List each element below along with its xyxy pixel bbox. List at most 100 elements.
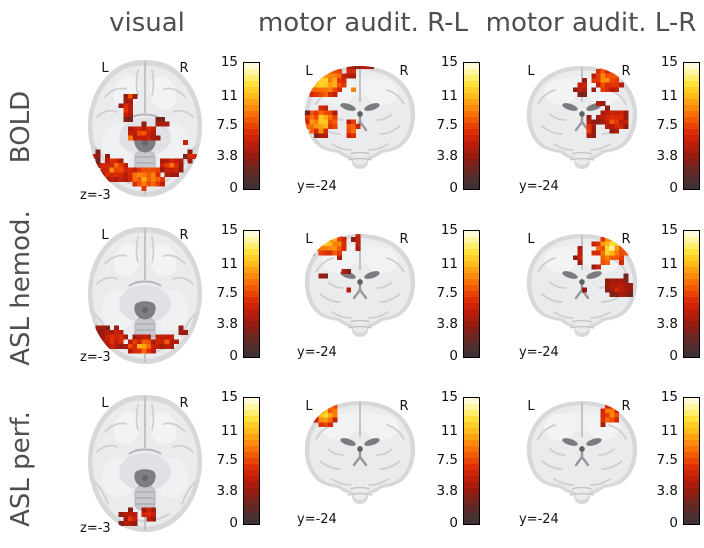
colorbar-tick-label: 11: [220, 87, 238, 104]
hemisphere-label-left: L: [305, 399, 313, 414]
hemisphere-label-right: R: [179, 228, 188, 243]
colorbar-tick-label: 7.5: [656, 452, 678, 468]
hemisphere-label-right: R: [399, 232, 408, 247]
colorbar: [683, 230, 700, 358]
hemisphere-label-left: L: [305, 64, 313, 79]
colorbar-tick-label: 7.5: [656, 285, 678, 301]
colorbar-tick-label: 0: [449, 180, 458, 196]
colorbar-tick-label: 3.8: [216, 316, 238, 333]
colorbar-tick-label: 7.5: [436, 452, 458, 468]
slice-coordinate-label: y=-24: [519, 512, 559, 527]
colorbar-tick-label: 15: [660, 54, 678, 70]
colorbar: [683, 397, 700, 525]
colorbar-tick-label: 3.8: [436, 148, 458, 165]
colorbar-tick-label: 15: [220, 222, 238, 238]
activation-voxels: [95, 325, 188, 354]
colorbar-tick-label: 11: [440, 87, 458, 104]
hemisphere-label-right: R: [621, 399, 630, 414]
slice-coordinate-label: y=-24: [519, 345, 559, 360]
colorbar-tick-label: 15: [220, 54, 238, 70]
row-label-asl-perf: ASL perf.: [6, 411, 36, 527]
colorbar: [463, 230, 480, 358]
hemisphere-label-right: R: [621, 64, 630, 79]
slice-coordinate-label: y=-24: [297, 179, 337, 194]
colorbar-tick-label: 15: [440, 389, 458, 405]
colorbar-tick-label: 3.8: [436, 483, 458, 500]
column-header-motor-audit-r-l: motor audit. R-L: [257, 8, 469, 38]
colorbar-tick-label: 7.5: [216, 117, 238, 133]
colorbar-tick-label: 3.8: [656, 316, 678, 333]
colorbar: [463, 397, 480, 525]
colorbar: [243, 62, 260, 190]
colorbar-tick-label: 15: [220, 389, 238, 405]
colorbar-tick-label: 7.5: [436, 285, 458, 301]
colorbar-tick-label: 3.8: [436, 316, 458, 333]
colorbar-tick-label: 3.8: [216, 483, 238, 500]
colorbar-tick-label: 0: [229, 180, 238, 196]
colorbar-tick-label: 0: [229, 348, 238, 364]
colorbar-tick-label: 11: [220, 255, 238, 272]
activation-voxels: [572, 66, 629, 139]
hemisphere-label-left: L: [305, 232, 313, 247]
colorbar-tick-label: 15: [660, 222, 678, 238]
colorbar-tick-label: 0: [669, 180, 678, 196]
colorbar-tick-label: 15: [440, 54, 458, 70]
colorbar-tick-label: 15: [440, 222, 458, 238]
colorbar-tick-label: 11: [660, 255, 678, 272]
hemisphere-label-left: L: [527, 64, 535, 79]
colorbar-tick-label: 11: [660, 87, 678, 104]
hemisphere-label-left: L: [527, 232, 535, 247]
colorbar-tick-label: 11: [660, 422, 678, 439]
colorbar: [243, 397, 260, 525]
colorbar: [243, 230, 260, 358]
hemisphere-label-right: R: [621, 232, 630, 247]
activation-voxels: [118, 507, 156, 526]
slice-coordinate-label: z=-3: [80, 350, 111, 365]
hemisphere-label-left: L: [101, 61, 109, 76]
colorbar-tick-label: 7.5: [656, 117, 678, 133]
colorbar-tick-label: 15: [660, 389, 678, 405]
slice-coordinate-label: z=-3: [80, 188, 111, 203]
slice-coordinate-label: y=-24: [519, 179, 559, 194]
colorbar-tick-label: 3.8: [216, 148, 238, 165]
colorbar-tick-label: 7.5: [216, 452, 238, 468]
colorbar-tick-label: 3.8: [656, 483, 678, 500]
colorbar: [683, 62, 700, 190]
colorbar-tick-label: 0: [449, 348, 458, 364]
hemisphere-label-right: R: [399, 399, 408, 414]
colorbar-tick-label: 11: [440, 255, 458, 272]
hemisphere-label-right: R: [399, 64, 408, 79]
colorbar-tick-label: 11: [440, 422, 458, 439]
colorbar-tick-label: 3.8: [656, 148, 678, 165]
colorbar: [463, 62, 480, 190]
colorbar-tick-label: 0: [229, 515, 238, 531]
colorbar-tick-label: 7.5: [436, 117, 458, 133]
colorbar-tick-label: 0: [669, 348, 678, 364]
colorbar-tick-label: 0: [669, 515, 678, 531]
slice-coordinate-label: y=-24: [297, 345, 337, 360]
hemisphere-label-left: L: [101, 396, 109, 411]
column-header-motor-audit-l-r: motor audit. L-R: [485, 8, 697, 38]
column-header-visual: visual: [109, 8, 185, 38]
hemisphere-label-right: R: [179, 396, 188, 411]
colorbar-tick-label: 7.5: [216, 285, 238, 301]
colorbar-tick-label: 11: [220, 422, 238, 439]
activation-voxels: [91, 94, 198, 191]
slice-coordinate-label: y=-24: [297, 512, 337, 527]
hemisphere-label-left: L: [101, 228, 109, 243]
slice-coordinate-label: z=-3: [80, 521, 111, 536]
row-label-asl-hemod: ASL hemod.: [6, 210, 36, 366]
hemisphere-label-right: R: [179, 61, 188, 76]
hemisphere-label-left: L: [527, 399, 535, 414]
colorbar-tick-label: 0: [449, 515, 458, 531]
